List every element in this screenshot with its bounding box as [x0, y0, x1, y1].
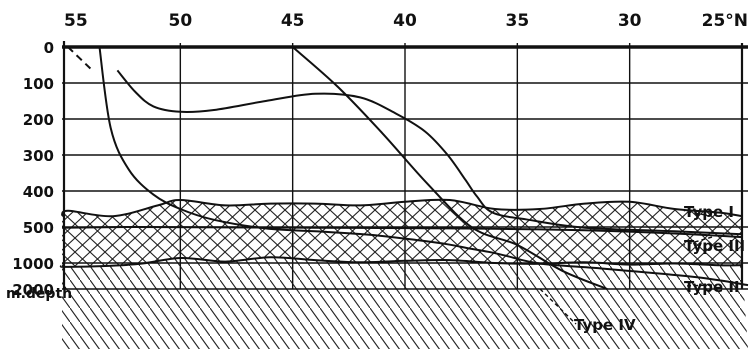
unlabeled-curve-2 — [116, 69, 743, 236]
x-tick-label: 40 — [393, 11, 417, 31]
y-tick-label: 300 — [23, 147, 54, 165]
label-leader-line — [683, 236, 713, 246]
x-tick-label: 30 — [618, 11, 642, 31]
series-label-group: Type III — [683, 236, 745, 255]
series-label-group: Type IV — [539, 288, 636, 334]
x-tick-label: 50 — [168, 11, 192, 31]
series-label: Type IV — [574, 316, 636, 334]
x-tick-label: 55 — [64, 11, 88, 31]
x-tick-label: 45 — [281, 11, 305, 31]
series-label-group: Type II — [683, 278, 740, 296]
y-tick-label: 100 — [23, 75, 54, 93]
data-curves — [59, 46, 749, 290]
depth-tick-labels: 0 100 200 300 400 500 1000 2000 — [12, 39, 54, 299]
y-tick-label: 500 — [23, 219, 54, 237]
axis-lines — [62, 41, 744, 289]
series-line-type-ii — [59, 256, 743, 268]
y-tick-label: 0 — [44, 39, 54, 57]
unlabeled-curve-1 — [98, 46, 749, 287]
latitude-tick-labels: 55 50 45 40 35 30 25°N — [64, 11, 748, 31]
series-label: Type II — [684, 278, 740, 296]
label-leader-line — [539, 288, 577, 325]
series-label: Type I — [684, 203, 734, 221]
series-label-group: Type I — [683, 203, 734, 221]
series-line-type-i — [61, 198, 743, 218]
unlabeled-curve-3 — [67, 46, 92, 70]
grid-lines — [62, 43, 748, 290]
x-tick-label: 25°N — [702, 11, 748, 31]
hatched-layers — [60, 199, 748, 349]
label-leader-line — [683, 284, 713, 287]
y-tick-label: 200 — [23, 111, 54, 129]
y-axis-label: m.depth — [6, 286, 72, 302]
diagonal-hatched-layer — [60, 257, 748, 349]
y-tick-label: 2000 — [12, 281, 54, 299]
label-leader-line — [683, 210, 713, 217]
y-tick-label: 400 — [23, 183, 54, 201]
type-labels: Type I Type III Type II Type IV — [539, 203, 745, 334]
cross-hatched-layer — [60, 199, 742, 267]
y-tick-label: 1000 — [12, 255, 54, 273]
x-tick-label: 35 — [505, 11, 529, 31]
series-line-type-iv — [292, 46, 608, 290]
series-label: Type III — [684, 237, 745, 255]
series-line-type-iii — [61, 225, 743, 239]
